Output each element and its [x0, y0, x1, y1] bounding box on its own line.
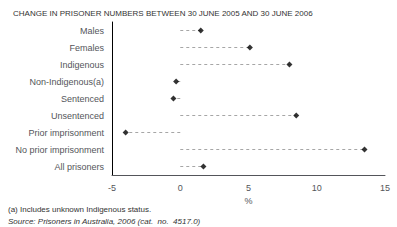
svg-text:Indigenous: Indigenous — [60, 60, 105, 70]
svg-text:Males: Males — [80, 26, 105, 36]
svg-text:10: 10 — [312, 183, 322, 193]
svg-text:(a) Includes unknown Indigenou: (a) Includes unknown Indigenous status. — [8, 205, 151, 214]
svg-text:CHANGE IN PRISONER NUMBERS BET: CHANGE IN PRISONER NUMBERS BETWEEN 30 JU… — [13, 9, 313, 18]
svg-text:%: % — [244, 196, 252, 206]
svg-text:15: 15 — [380, 183, 390, 193]
svg-text:Prior imprisonment: Prior imprisonment — [28, 128, 104, 138]
svg-text:Source: Prisoners in Australia: Source: Prisoners in Australia, 2006 (ca… — [8, 217, 201, 226]
svg-text:Sentenced: Sentenced — [61, 94, 104, 104]
svg-text:Non-Indigenous(a): Non-Indigenous(a) — [29, 77, 104, 87]
svg-text:Females: Females — [69, 43, 104, 53]
svg-text:0: 0 — [178, 183, 183, 193]
svg-text:No prior imprisonment: No prior imprisonment — [15, 145, 104, 155]
svg-text:Unsentenced: Unsentenced — [51, 111, 104, 121]
svg-text:-5: -5 — [108, 183, 116, 193]
svg-text:5: 5 — [246, 183, 251, 193]
svg-text:All prisoners: All prisoners — [54, 162, 104, 172]
